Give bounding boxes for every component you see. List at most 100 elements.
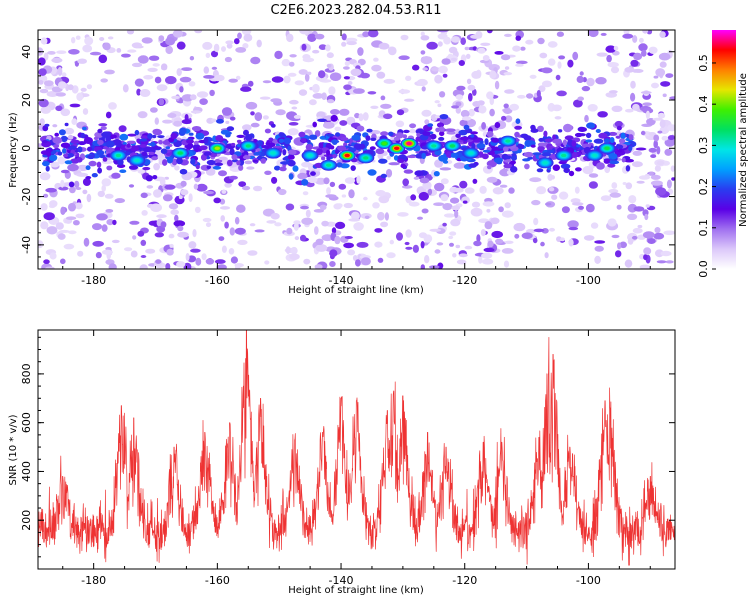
heatmap-cell-1952 [365, 135, 371, 142]
heatmap-cell-663 [312, 49, 320, 54]
heatmap-cell-1255 [656, 160, 665, 166]
heatmap-cell-921 [498, 206, 504, 213]
snr-x-tick-label-0: -180 [81, 574, 106, 587]
heatmap-cell-756 [450, 197, 460, 204]
heatmap-cell-1731 [61, 148, 67, 154]
heatmap-cell-609 [301, 43, 307, 51]
heatmap-cell-1842 [557, 129, 563, 133]
heatmap-cell-971 [420, 56, 433, 65]
heatmap-cell-706 [405, 75, 412, 82]
heatmap-cell-265 [202, 41, 213, 50]
heatmap-cell-393 [218, 236, 225, 242]
heatmap-cell-213 [104, 69, 115, 75]
heatmap-cell-1504 [193, 140, 199, 145]
heatmap-cell-189 [101, 249, 113, 255]
heatmap-cell-588 [293, 222, 299, 231]
heatmap-cell-765 [460, 37, 467, 45]
heatmap-cell-99 [38, 98, 49, 108]
heatmap-cell-1080 [594, 240, 606, 244]
heatmap-cell-1974 [334, 149, 340, 155]
heatmap-cell-51 [75, 187, 82, 190]
heatmap-cell-740 [408, 201, 420, 207]
heatmap-cell-1772 [96, 149, 105, 156]
heatmap-cell-844 [418, 191, 429, 201]
heatmap-cell-967 [439, 167, 452, 171]
heatmap-cell-211 [137, 169, 146, 174]
heatmap-cell-528 [305, 209, 311, 218]
heatmap-cell-349 [164, 184, 176, 190]
heatmap-cell-1538 [119, 169, 127, 173]
heatmap-cell-724 [405, 246, 413, 250]
heatmap-cell-1947 [105, 140, 115, 148]
spectrogram-x-ticks: -180 -160 -140 -120 -100 [62, 30, 651, 287]
heatmap-cell-1675 [147, 142, 157, 146]
heatmap-cell-1024 [560, 237, 565, 242]
spectrogram-y-label: Frequency (Hz) [8, 112, 19, 188]
heatmap-cell-645 [334, 235, 341, 245]
heatmap-cell-434 [235, 75, 241, 80]
heatmap-cell-1704 [64, 122, 69, 127]
heatmap-cell-982 [482, 55, 490, 61]
snr-x-tick-label-2: -140 [329, 574, 354, 587]
heatmap-cell-1988 [87, 146, 93, 152]
heatmap-cell-860 [504, 115, 513, 123]
heatmap-cell-1640 [568, 170, 575, 177]
heatmap-cell-999 [581, 85, 591, 92]
heatmap-cell-1251 [640, 91, 652, 94]
heatmap-cell-549 [334, 126, 342, 131]
heatmap-cell-1741 [317, 118, 327, 123]
heatmap-cell-721 [396, 232, 403, 241]
heatmap-cell-1100 [597, 111, 608, 118]
heatmap-cell-1965 [577, 152, 582, 155]
heatmap-hotspot-4-level-5 [245, 144, 251, 148]
heatmap-cell-1650 [380, 131, 389, 137]
heatmap-cell-1151 [632, 35, 638, 43]
heatmap-cell-676 [348, 218, 361, 222]
heatmap-cell-1345 [305, 143, 313, 151]
heatmap-cell-1855 [486, 130, 494, 138]
heatmap-cell-1006 [588, 173, 599, 178]
snr-y-tick-label-0: 200 [20, 510, 33, 531]
heatmap-cell-1211 [653, 140, 658, 149]
heatmap-cell-1960 [203, 136, 209, 144]
heatmap-cell-74 [71, 37, 76, 44]
heatmap-cell-1686 [300, 137, 307, 143]
heatmap-cell-2032 [256, 148, 261, 152]
heatmap-cell-1624 [106, 165, 113, 171]
heatmap-cell-2062 [288, 149, 297, 155]
heatmap-cell-1039 [616, 204, 622, 210]
heatmap-cell-1759 [479, 140, 484, 144]
heatmap-cell-1247 [622, 33, 634, 39]
heatmap-cell-312 [165, 263, 171, 269]
heatmap-cell-700 [404, 241, 410, 246]
heatmap-cell-450 [259, 96, 271, 100]
heatmap-cell-243 [199, 98, 208, 105]
heatmap-cell-307 [179, 86, 184, 93]
heatmap-cell-1653 [380, 173, 387, 179]
heatmap-cell-870 [472, 46, 477, 51]
heatmap-cell-164 [136, 88, 141, 96]
heatmap-cell-2012 [283, 137, 292, 145]
heatmap-cell-884 [433, 202, 445, 206]
heatmap-cell-1601 [274, 165, 281, 171]
heatmap-cell-1834 [337, 145, 347, 152]
heatmap-cell-661 [325, 44, 331, 52]
heatmap-cell-1893 [148, 151, 155, 155]
heatmap-cell-597 [344, 61, 350, 66]
heatmap-hotspot-12-level-5 [406, 141, 412, 146]
heatmap-cell-1411 [312, 121, 318, 128]
heatmap-cell-558 [331, 227, 337, 234]
heatmap-cell-177 [139, 264, 148, 269]
heatmap-cell-172 [111, 239, 120, 244]
heatmap-cell-1242 [645, 110, 651, 120]
heatmap-cell-814 [436, 242, 444, 246]
heatmap-cell-1015 [555, 74, 561, 81]
heatmap-cell-1037 [547, 58, 556, 66]
heatmap-cell-796 [421, 86, 426, 92]
heatmap-cell-399 [219, 206, 231, 210]
heatmap-cell-1938 [576, 144, 582, 148]
heatmap-cell-604 [289, 54, 297, 58]
heatmap-hotspot-17-level-5 [542, 161, 548, 165]
colorbar-tick-label-2: 0.2 [697, 178, 710, 196]
heatmap-cell-2110 [203, 151, 212, 156]
